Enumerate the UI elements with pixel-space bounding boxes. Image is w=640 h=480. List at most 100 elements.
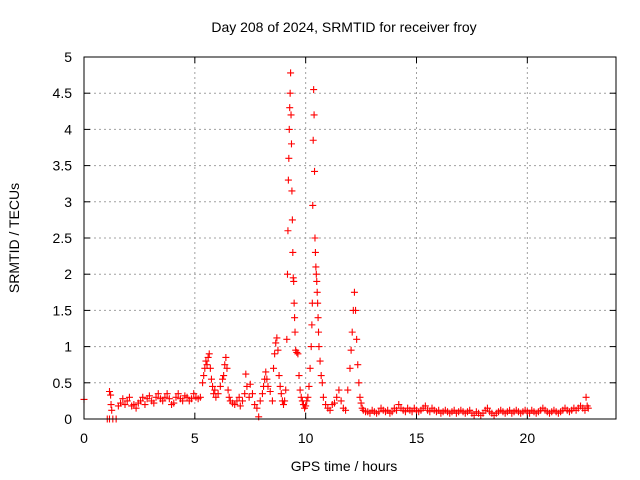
data-point	[426, 408, 434, 416]
data-point	[154, 390, 162, 398]
data-point	[159, 397, 167, 405]
data-point	[337, 397, 345, 405]
data-point	[304, 393, 312, 401]
data-point	[107, 391, 115, 399]
data-point	[272, 339, 280, 347]
data-point	[408, 408, 416, 416]
data-point	[214, 390, 222, 398]
data-point	[335, 386, 343, 394]
data-point	[283, 335, 291, 343]
data-point	[303, 397, 311, 405]
data-point	[310, 86, 318, 94]
data-point	[293, 348, 301, 356]
data-point	[302, 402, 310, 410]
data-point	[330, 399, 338, 407]
data-point	[222, 353, 230, 361]
data-point	[274, 346, 282, 354]
data-point	[139, 393, 147, 401]
data-point	[286, 89, 294, 97]
data-point	[246, 380, 254, 388]
data-point	[285, 125, 293, 133]
data-point	[297, 393, 305, 401]
data-point	[220, 372, 228, 380]
data-point	[395, 401, 403, 409]
data-point	[108, 406, 116, 414]
data-point	[264, 382, 272, 390]
y-tick-label: 1	[64, 339, 72, 355]
data-point	[290, 299, 298, 307]
data-point	[242, 370, 250, 378]
data-point	[309, 201, 317, 209]
data-points	[80, 69, 592, 423]
data-point	[285, 154, 293, 162]
data-point	[253, 404, 261, 412]
data-point	[310, 111, 318, 119]
data-point	[179, 397, 187, 405]
data-point	[312, 263, 320, 271]
data-point	[307, 343, 315, 351]
data-point	[275, 372, 283, 380]
data-point	[125, 393, 133, 401]
data-point	[245, 393, 253, 401]
data-point	[319, 393, 327, 401]
data-point	[216, 382, 224, 390]
data-point	[271, 350, 279, 358]
data-point	[248, 390, 256, 398]
data-point	[421, 402, 429, 410]
data-point	[313, 277, 321, 285]
data-point	[211, 386, 219, 394]
data-point	[145, 392, 153, 400]
data-point	[132, 404, 140, 412]
data-point	[270, 364, 278, 372]
data-point	[584, 404, 592, 412]
data-point	[282, 386, 290, 394]
y-tick-label: 2	[64, 266, 72, 282]
chart-title: Day 208 of 2024, SRMTID for receiver fro…	[211, 19, 476, 35]
data-point	[238, 397, 246, 405]
data-point	[306, 364, 314, 372]
data-point	[130, 401, 138, 409]
data-point	[284, 176, 292, 184]
data-point	[355, 379, 363, 387]
data-point	[190, 390, 198, 398]
data-point	[206, 364, 214, 372]
data-point	[221, 361, 229, 369]
data-point	[170, 399, 178, 407]
data-point	[212, 393, 220, 401]
data-point	[322, 401, 330, 409]
data-point	[344, 386, 352, 394]
data-point	[348, 328, 356, 336]
data-point	[123, 397, 131, 405]
data-point	[263, 375, 271, 383]
x-tick-label: 0	[80, 430, 88, 446]
data-point	[258, 390, 266, 398]
data-point	[251, 401, 259, 409]
data-point	[141, 401, 149, 409]
data-point	[311, 248, 319, 256]
data-point	[342, 406, 350, 414]
data-point	[347, 346, 355, 354]
data-point	[105, 387, 113, 395]
data-point	[312, 270, 320, 278]
data-point	[204, 353, 212, 361]
data-point	[315, 328, 323, 336]
data-point	[311, 234, 319, 242]
y-tick-label: 2.5	[53, 230, 73, 246]
data-point	[315, 343, 323, 351]
plot-frame	[83, 56, 617, 420]
data-point	[288, 187, 296, 195]
data-point	[308, 321, 316, 329]
data-point	[314, 314, 322, 322]
data-point	[284, 227, 292, 235]
data-point	[219, 375, 227, 383]
data-point	[289, 248, 297, 256]
data-point	[150, 399, 158, 407]
data-point	[235, 393, 243, 401]
data-point	[152, 393, 160, 401]
data-point	[326, 406, 334, 414]
data-point	[224, 386, 232, 394]
data-point	[196, 393, 204, 401]
y-tick-label: 0.5	[53, 375, 73, 391]
data-point	[470, 411, 478, 419]
